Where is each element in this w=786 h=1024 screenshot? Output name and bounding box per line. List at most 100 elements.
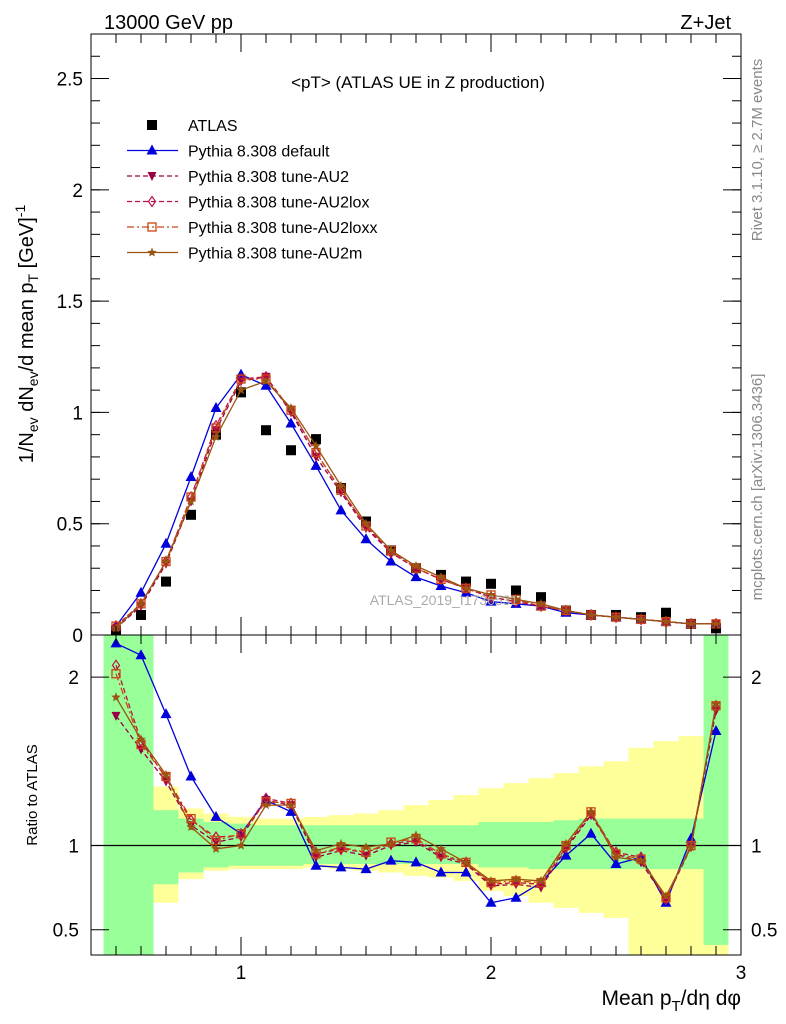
main-series-line — [115, 376, 716, 627]
main-data-point — [461, 583, 471, 593]
ratio-y-tick-label-right: 0.5 — [751, 921, 777, 942]
main-data-point — [310, 459, 322, 470]
ratio-data-point — [111, 692, 121, 702]
main-data-point — [311, 446, 321, 459]
main-data-point — [211, 431, 221, 441]
main-data-point — [236, 372, 246, 386]
green-band — [478, 821, 504, 868]
ratio-data-point — [185, 770, 197, 781]
main-data-point — [511, 594, 521, 604]
main-data-point — [386, 546, 396, 559]
ratio-data-point — [485, 896, 497, 907]
main-data-point — [711, 618, 721, 628]
main-y-tick-label: 0.5 — [57, 515, 83, 536]
main-data-point — [561, 605, 571, 615]
ratio-data-point — [686, 842, 696, 852]
ratio-data-point — [486, 875, 496, 885]
main-data-point — [161, 556, 171, 566]
ratio-data-point — [610, 858, 622, 869]
ratio-frame — [90, 634, 742, 956]
main-data-point — [286, 445, 296, 456]
legend-entry-0: ATLAS — [147, 118, 238, 135]
ratio-data-point — [161, 769, 171, 779]
green-band — [128, 635, 154, 955]
main-chart-title: <pT> (ATLAS UE in Z production) — [291, 73, 545, 92]
main-data-point — [611, 612, 621, 622]
main-y-tick-label: 2 — [72, 181, 83, 202]
green-band — [653, 818, 679, 870]
ratio-data-point — [686, 839, 696, 852]
ratio-panel: 0.5 0.5 1 1 2 2 1 2 3 Ratio to ATLAS Mean pT/dη… — [24, 634, 777, 1015]
legend-entry-5: Pythia 8.308 tune-AU2m — [127, 246, 362, 263]
ratio-data-point — [211, 831, 221, 844]
main-data-point — [186, 509, 196, 520]
ratio-data-point — [385, 854, 397, 865]
main-data-point — [486, 578, 496, 589]
ratio-data-point — [186, 822, 196, 831]
main-y-tick-label: 2.5 — [57, 70, 83, 91]
ratio-data-point — [236, 840, 246, 850]
main-data-point — [661, 616, 671, 626]
ratio-data-point — [685, 832, 697, 843]
main-data-point — [360, 533, 372, 544]
ratio-data-point — [286, 797, 296, 810]
ratio-data-point — [585, 827, 597, 838]
ratio-data-point — [135, 649, 147, 660]
ratio-data-point — [436, 849, 446, 862]
legend-label: ATLAS — [188, 118, 238, 135]
main-data-point — [536, 592, 546, 603]
main-y-ticks: 0 0.5 1 1.5 2 2.5 — [57, 55, 741, 647]
main-data-point — [136, 609, 146, 620]
green-band — [103, 635, 129, 955]
main-data-point — [636, 614, 646, 624]
legend-label: Pythia 8.308 tune-AU2loxx — [188, 220, 377, 237]
ratio-data-point — [436, 843, 446, 853]
ratio-data-point — [360, 863, 372, 874]
ratio-data-point — [435, 866, 447, 877]
main-data-point — [261, 376, 271, 386]
rivet-version-label: Rivet 3.1.10, ≥ 2.7M events — [749, 59, 766, 242]
main-data-point — [261, 425, 271, 436]
main-data-point — [361, 519, 371, 532]
ratio-data-point — [335, 861, 347, 872]
ratio-data-point — [111, 711, 121, 721]
ratio-y-tick-label: 2 — [68, 668, 79, 689]
green-band — [703, 635, 729, 945]
ratio-data-point — [236, 829, 246, 839]
main-data-point — [661, 607, 671, 618]
ratio-y-tick-label-right: 2 — [751, 668, 762, 689]
main-y-tick-label: 1.5 — [57, 292, 83, 313]
main-y-axis-label: 1/Nev dNev/d mean pT [GeV]-1 — [12, 205, 41, 464]
green-band — [503, 821, 529, 868]
ratio-series-layer — [110, 637, 722, 907]
ratio-data-point — [661, 891, 671, 901]
ratio-data-point — [560, 849, 572, 860]
ratio-data-point — [160, 708, 172, 719]
ratio-data-point — [411, 830, 421, 840]
ratio-data-point — [460, 866, 472, 877]
main-data-point — [486, 589, 496, 599]
ratio-y-tick-label: 0.5 — [53, 921, 79, 942]
ratio-data-point — [710, 725, 722, 735]
legend-entry-4: Pythia 8.308 tune-AU2loxx — [127, 220, 377, 237]
main-data-point — [236, 374, 246, 384]
header-left-label: 13000 GeV pp — [104, 12, 233, 34]
main-data-point — [160, 537, 172, 548]
ratio-data-point — [261, 800, 271, 810]
ratio-data-point — [361, 842, 371, 852]
ratio-data-point — [586, 806, 596, 816]
main-data-point — [410, 571, 422, 582]
main-data-point — [335, 504, 347, 515]
main-data-point — [236, 385, 246, 395]
ratio-data-point — [561, 838, 571, 848]
ratio-data-point — [536, 875, 546, 885]
main-x-ticks — [90, 34, 742, 635]
x-tick-label: 1 — [236, 963, 247, 984]
x-axis-label: Mean pT/dη dφ — [601, 987, 741, 1015]
main-data-point — [286, 403, 296, 412]
ratio-data-point — [286, 798, 296, 809]
legend-entry-3: Pythia 8.308 tune-AU2lox — [127, 195, 369, 212]
ratio-data-point — [461, 857, 471, 867]
main-data-point — [411, 561, 421, 570]
